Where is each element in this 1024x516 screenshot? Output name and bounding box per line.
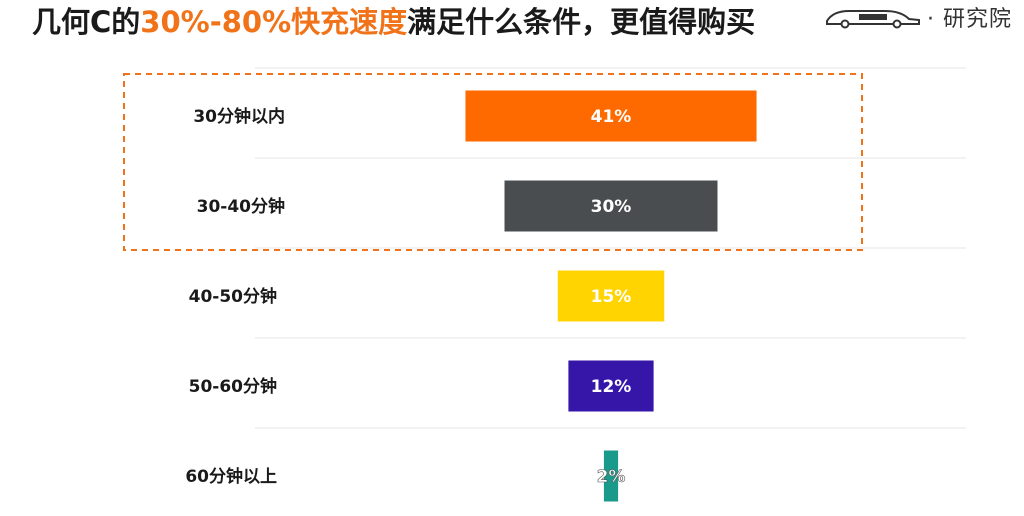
car-logo-icon (826, 10, 920, 29)
value-label: 41% (591, 107, 632, 127)
value-label: 12% (591, 377, 632, 397)
bar (603, 450, 619, 502)
bar (504, 180, 718, 232)
category-label: 30-40分钟 (197, 196, 285, 217)
highlight-box (123, 73, 863, 251)
title-prefix: 几何C的 (32, 5, 141, 39)
category-label: 50-60分钟 (189, 376, 277, 397)
page-title: 几何C的30%-80%快充速度满足什么条件，更值得购买 (32, 4, 812, 40)
title-highlight: 30%-80%快充速度 (140, 5, 408, 39)
value-label: 15% (591, 287, 632, 307)
brand-logo: · 研究院 (823, 4, 1012, 32)
value-label: 2% (597, 467, 626, 487)
title-suffix: 满足什么条件，更值得购买 (407, 5, 756, 39)
bar (568, 360, 654, 412)
value-label: 30% (591, 197, 632, 217)
category-label: 40-50分钟 (189, 286, 277, 307)
bar (557, 270, 665, 322)
logo-text: · 研究院 (927, 7, 1012, 32)
bar (465, 90, 757, 142)
category-label: 60分钟以上 (185, 466, 277, 487)
category-label: 30分钟以内 (193, 106, 285, 127)
